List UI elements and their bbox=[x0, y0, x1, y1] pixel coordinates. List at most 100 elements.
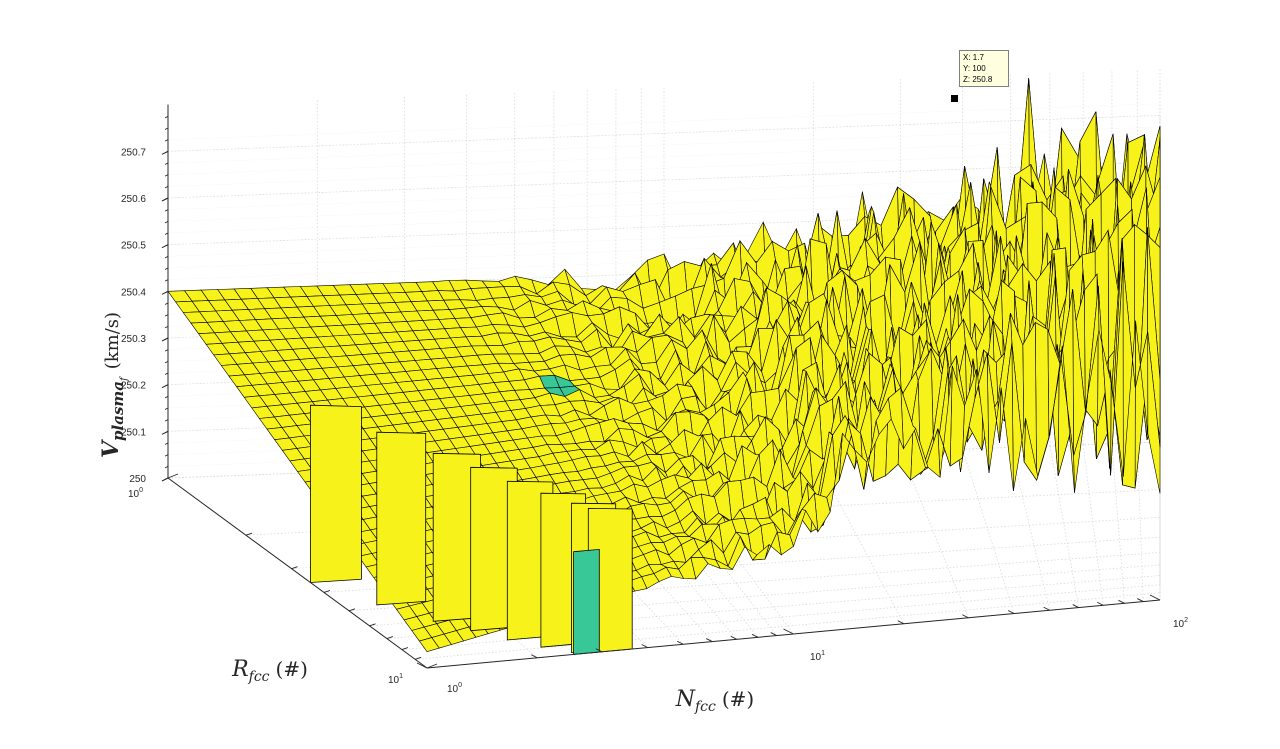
n-tick-mark bbox=[416, 662, 428, 669]
r-tick-mark bbox=[386, 636, 394, 639]
grid-minor-z bbox=[167, 115, 1161, 152]
z-minor-tick bbox=[164, 372, 169, 375]
r-tick-label: 101 bbox=[388, 673, 403, 686]
z-minor-tick bbox=[164, 220, 169, 224]
z-label-symbol: V bbox=[98, 439, 124, 458]
n-tick-label-exp: 1 bbox=[821, 650, 825, 657]
r-tick-mark bbox=[348, 608, 356, 612]
n-tick-mark bbox=[1072, 604, 1079, 608]
y-label-subscript: fcc bbox=[248, 669, 270, 685]
r-tick-label: 100 bbox=[128, 487, 143, 500]
z-tick-label: 250.1 bbox=[121, 427, 146, 438]
z-axis-label: Vplasmaf (km/s) bbox=[98, 312, 130, 458]
n-tick-mark bbox=[705, 638, 713, 642]
z-tick-label: 250.4 bbox=[121, 287, 146, 298]
r-tick-mark bbox=[369, 623, 376, 627]
n-tick-mark bbox=[641, 644, 648, 648]
grid-minor-z bbox=[167, 208, 1161, 245]
y-label-unit: (#) bbox=[276, 657, 308, 681]
grid-line-floor-r bbox=[415, 592, 1161, 660]
grid-line-floor-n bbox=[1111, 443, 1125, 604]
z-minor-tick bbox=[164, 465, 169, 469]
z-tick-label: 250.3 bbox=[121, 334, 146, 345]
grid-minor-z bbox=[167, 161, 1161, 199]
datatip[interactable]: X: 1.7 Y: 100 Z: 250.8 bbox=[959, 50, 1009, 87]
grid-line-floor-r bbox=[401, 584, 1161, 650]
x-label-unit: (#) bbox=[722, 687, 754, 711]
datatip-z: Z: 250.8 bbox=[963, 75, 993, 84]
r-tick-mark bbox=[323, 589, 331, 593]
surface-patch bbox=[418, 637, 440, 653]
n-tick-mark bbox=[1043, 606, 1050, 611]
n-tick-label-exp: 2 bbox=[1184, 617, 1188, 624]
n-tick-mark bbox=[1118, 599, 1125, 604]
z-minor-tick bbox=[164, 279, 169, 282]
n-tick-label: 100 bbox=[447, 682, 462, 695]
grid-line-floor-r bbox=[369, 564, 1161, 627]
z-tick-label: 250.7 bbox=[121, 147, 146, 158]
r-tick-label-exp: 0 bbox=[139, 487, 143, 494]
z-minor-tick bbox=[164, 360, 169, 364]
x-label-subscript: fcc bbox=[694, 699, 716, 715]
grid-minor-z bbox=[167, 185, 1161, 222]
z-minor-tick bbox=[164, 477, 169, 480]
grid-minor-z bbox=[167, 103, 1161, 140]
grid-line-floor-n bbox=[1136, 442, 1144, 602]
z-minor-tick bbox=[164, 430, 169, 434]
r-tick-mark bbox=[245, 532, 253, 536]
n-tick-mark bbox=[595, 648, 603, 653]
n-tick-mark bbox=[783, 628, 794, 635]
r-tick-mark bbox=[291, 566, 298, 570]
r-tick-mark bbox=[415, 656, 422, 660]
datatip-marker[interactable] bbox=[951, 95, 958, 102]
z-label-subscript: plasma bbox=[109, 381, 127, 441]
surface-curtain bbox=[376, 431, 427, 606]
z-tick-label: 250.6 bbox=[121, 194, 146, 205]
grid-line-floor-n bbox=[1082, 444, 1104, 606]
n-tick-label: 102 bbox=[1173, 617, 1188, 630]
n-tick-mark bbox=[676, 640, 684, 645]
n-tick-label-base: 10 bbox=[810, 652, 822, 663]
surface-curtain-accent bbox=[573, 548, 600, 655]
x-axis-label: Nfcc (#) bbox=[675, 687, 755, 715]
r-tick-mark bbox=[401, 647, 409, 651]
z-minor-tick bbox=[164, 197, 169, 200]
z-minor-tick bbox=[164, 454, 169, 457]
z-minor-tick bbox=[164, 314, 169, 317]
z-minor-tick bbox=[164, 115, 169, 119]
grid-minor-z bbox=[167, 220, 1161, 257]
r-axis-line bbox=[167, 477, 428, 669]
n-tick-mark bbox=[897, 620, 905, 625]
n-tick-mark bbox=[730, 635, 737, 640]
z-minor-tick bbox=[164, 232, 169, 235]
z-minor-tick bbox=[164, 255, 169, 259]
z-minor-tick bbox=[164, 325, 169, 329]
n-tick-mark bbox=[962, 614, 969, 619]
z-minor-tick bbox=[164, 290, 169, 294]
grid-minor-z bbox=[167, 231, 1161, 269]
r-tick-mark bbox=[167, 473, 179, 479]
n-tick-mark bbox=[751, 633, 759, 638]
z-minor-tick bbox=[164, 349, 169, 352]
z-minor-tick bbox=[164, 209, 169, 212]
z-minor-tick bbox=[164, 139, 169, 142]
z-label-unit: (km/s) bbox=[102, 312, 123, 369]
grid-minor-z bbox=[167, 173, 1161, 210]
r-tick-mark bbox=[426, 663, 438, 669]
z-minor-tick bbox=[164, 407, 169, 410]
r-tick-label-exp: 1 bbox=[399, 673, 403, 680]
z-tick-label: 250 bbox=[129, 474, 146, 485]
n-tick-label-base: 10 bbox=[447, 684, 459, 695]
n-tick-mark bbox=[1097, 601, 1104, 606]
z-minor-tick bbox=[164, 174, 169, 177]
z-minor-tick bbox=[164, 442, 169, 445]
surface-patch bbox=[1034, 321, 1050, 481]
z-minor-tick bbox=[164, 395, 169, 399]
n-tick-mark bbox=[531, 654, 538, 659]
n-tick-label-exp: 0 bbox=[458, 682, 462, 689]
datatip-x: X: 1.7 bbox=[963, 53, 984, 62]
z-minor-tick bbox=[164, 302, 169, 305]
grid-minor-z bbox=[167, 126, 1161, 164]
